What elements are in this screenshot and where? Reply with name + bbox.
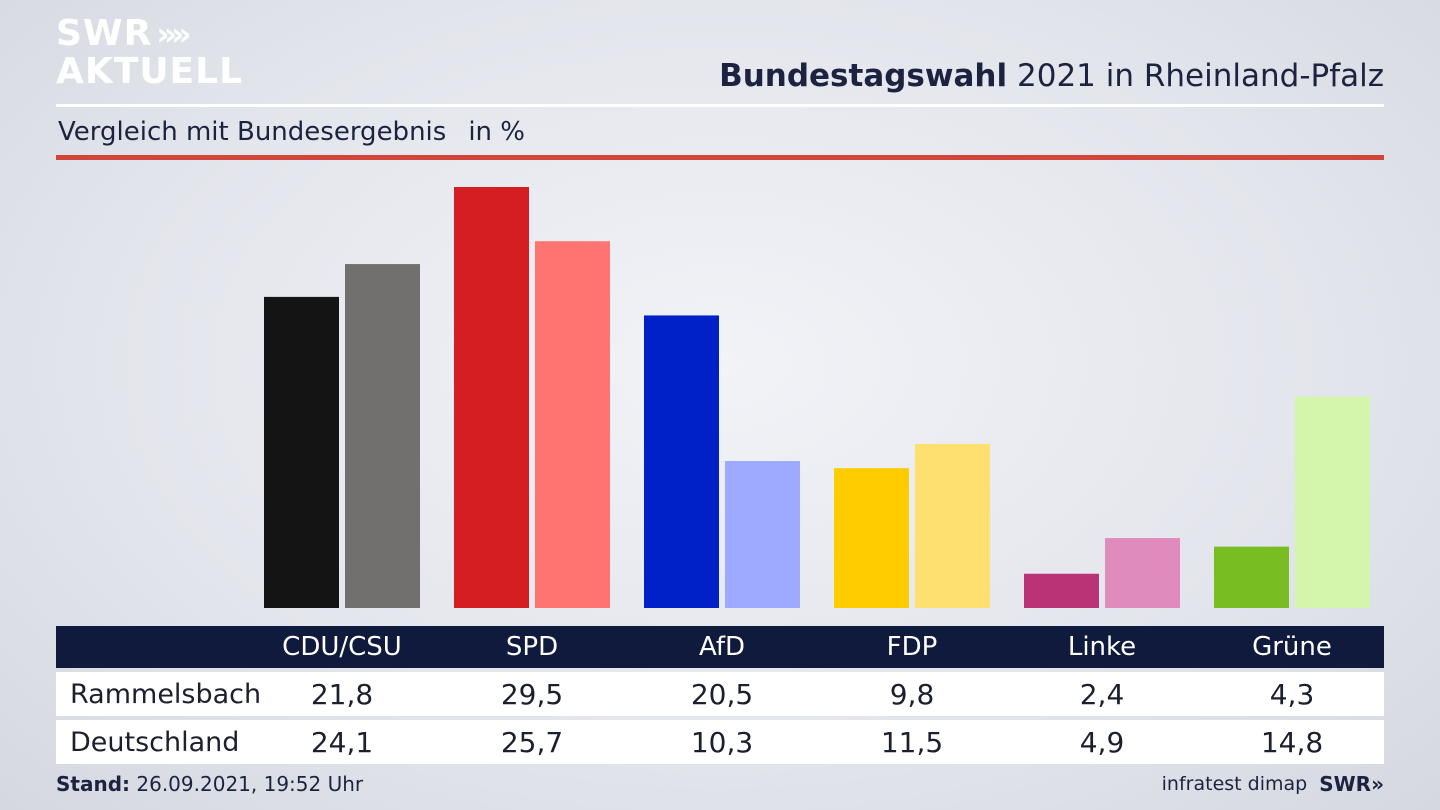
logo-line-swr: SWR xyxy=(56,13,153,54)
bar-gr-ne-rammelsbach xyxy=(1214,546,1289,608)
column-header: AfD xyxy=(698,632,746,662)
table-cell: 9,8 xyxy=(889,677,935,711)
column-header: Linke xyxy=(1067,632,1137,662)
column-header: CDU/CSU xyxy=(282,632,402,662)
header-divider xyxy=(56,104,1384,107)
bar-afd-rammelsbach xyxy=(644,315,719,608)
timestamp: Stand: 26.09.2021, 19:52 Uhr xyxy=(56,772,363,796)
table-cell: 29,5 xyxy=(500,677,564,711)
subtitle-divider xyxy=(56,155,1384,160)
subtitle-text: Vergleich mit Bundesergebnis xyxy=(58,117,447,147)
table-cell: 11,5 xyxy=(880,725,944,759)
column-header: FDP xyxy=(886,632,938,662)
table-cell: 10,3 xyxy=(690,725,754,759)
bar-spd-deutschland xyxy=(535,241,610,608)
bar-fdp-deutschland xyxy=(915,443,990,608)
stand-label: Stand: xyxy=(56,772,131,796)
bar-cdu-csu-deutschland xyxy=(345,264,420,608)
table-row-deutschland: Deutschland 24,1 25,7 10,3 11,5 4,9 14,8 xyxy=(56,720,1384,764)
row-label: Deutschland xyxy=(70,726,240,758)
source-credit: infratest dimap SWR» xyxy=(1162,772,1384,796)
title-bold: Bundestagswahl xyxy=(719,58,1008,94)
column-header: Grüne xyxy=(1252,632,1332,662)
results-table: CDU/CSU SPD AfD FDP Linke Grüne Rammelsbach 2… xyxy=(56,626,1384,764)
table-cell: 24,1 xyxy=(310,725,374,759)
stand-value: 26.09.2021, 19:52 Uhr xyxy=(136,772,364,796)
page-title: Bundestagswahl 2021 in Rheinland-Pfalz xyxy=(719,58,1384,94)
swr-aktuell-logo: SWR»» AKTUELL xyxy=(56,16,243,90)
table-cell: 2,4 xyxy=(1079,677,1125,711)
table-row-rammelsbach: Rammelsbach 21,8 29,5 20,5 9,8 2,4 4,3 xyxy=(56,672,1384,716)
subtitle-unit: in % xyxy=(468,117,525,147)
table-cell: 21,8 xyxy=(310,677,374,711)
source-name: infratest dimap xyxy=(1161,773,1308,795)
bar-fdp-rammelsbach xyxy=(834,468,909,608)
bar-gr-ne-deutschland xyxy=(1295,396,1370,608)
table-cell: 4,3 xyxy=(1269,677,1315,711)
bar-linke-deutschland xyxy=(1105,538,1180,608)
swr-brand-logo: SWR» xyxy=(1319,772,1384,796)
table-header-row: CDU/CSU SPD AfD FDP Linke Grüne xyxy=(56,626,1384,668)
column-header: SPD xyxy=(505,632,559,662)
bar-afd-deutschland xyxy=(725,461,800,608)
table-cell: 20,5 xyxy=(690,677,754,711)
logo-line-aktuell: AKTUELL xyxy=(56,51,244,92)
bar-cdu-csu-rammelsbach xyxy=(264,296,339,608)
table-cell: 14,8 xyxy=(1260,725,1324,759)
bar-chart xyxy=(264,187,1370,608)
row-label: Rammelsbach xyxy=(70,678,262,710)
table-cell: 4,9 xyxy=(1079,725,1125,759)
chart-subtitle: Vergleich mit Bundesergebnis in % xyxy=(58,117,525,147)
title-rest: 2021 in Rheinland-Pfalz xyxy=(1017,58,1384,94)
bar-spd-rammelsbach xyxy=(454,187,529,608)
table-cell: 25,7 xyxy=(500,725,564,759)
bar-linke-rammelsbach xyxy=(1024,573,1099,608)
